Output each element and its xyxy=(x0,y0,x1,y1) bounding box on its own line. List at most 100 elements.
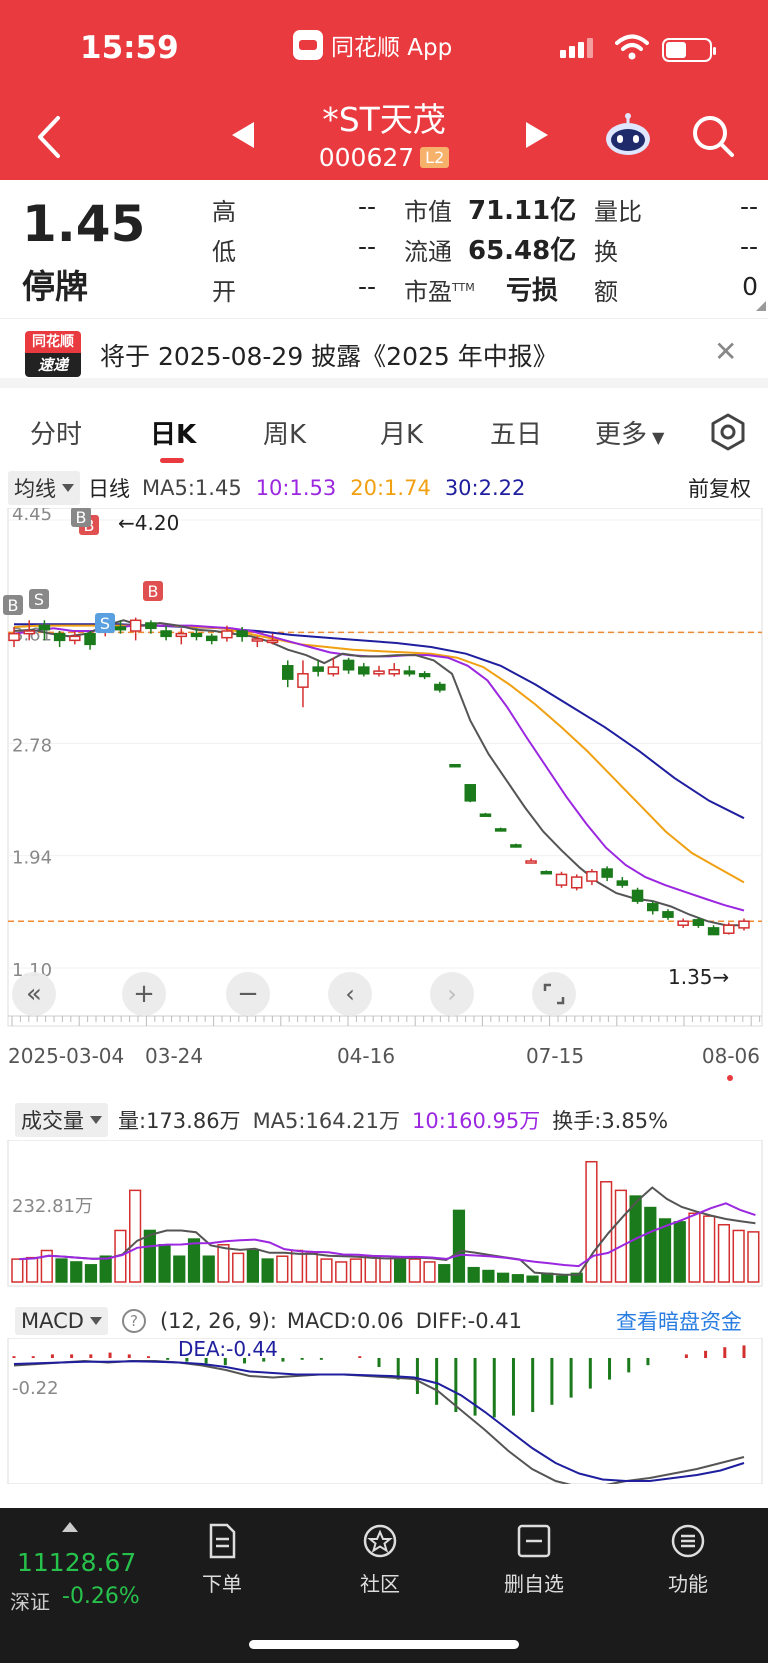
volume-bar xyxy=(732,1229,745,1283)
macd-legend: MACD ? (12, 26, 9): MACD:0.06 DIFF:-0.41… xyxy=(0,1304,768,1338)
macd-params: (12, 26, 9): xyxy=(159,1309,277,1333)
adjust-mode[interactable]: 前复权 xyxy=(688,477,751,501)
volume-bar xyxy=(261,1258,274,1283)
volume-bar xyxy=(84,1264,98,1283)
ma20-line xyxy=(13,624,745,884)
diff-line xyxy=(13,1359,745,1484)
expand-corner-icon[interactable] xyxy=(756,301,766,311)
tab-more[interactable]: 更多 ▼ xyxy=(595,414,664,451)
macd-selector[interactable]: MACD xyxy=(15,1307,108,1335)
y-tick-label: 1.94 xyxy=(12,848,52,869)
volratio-label: 量比 xyxy=(594,198,642,226)
status-time: 15:59 xyxy=(80,30,179,66)
volume-bar xyxy=(246,1249,259,1283)
express-logo-top: 同花顺 xyxy=(25,331,81,353)
period-label: 日线 xyxy=(88,477,130,501)
volume-bar xyxy=(305,1252,318,1283)
app-return-pill[interactable]: 同花顺 App xyxy=(293,28,452,62)
pe-label: 市盈TTM xyxy=(404,272,475,307)
volume-bar xyxy=(99,1255,112,1283)
candle-body xyxy=(403,670,416,675)
volume-bar xyxy=(526,1275,539,1283)
tab-daily-k[interactable]: 日K xyxy=(150,420,197,450)
candle-body xyxy=(236,630,248,638)
trade-marker xyxy=(3,595,23,615)
volume-selector[interactable]: 成交量 xyxy=(15,1103,108,1137)
tab-monthly-k[interactable]: 月K xyxy=(380,420,424,450)
volume-bar xyxy=(570,1272,583,1283)
prev-stock-icon[interactable] xyxy=(228,118,258,152)
fullscreen-icon[interactable] xyxy=(532,972,576,1016)
volume-bar xyxy=(688,1212,701,1283)
nav-order[interactable]: 下单 xyxy=(172,1522,272,1597)
volume-chart[interactable]: 232.81万 xyxy=(0,1140,768,1288)
candle-body xyxy=(114,626,127,631)
candle-body xyxy=(662,911,674,918)
trade-marker xyxy=(95,613,115,633)
open-label: 开 xyxy=(212,278,236,306)
settings-icon[interactable] xyxy=(708,412,748,452)
indicator-selector[interactable]: 均线 xyxy=(8,471,80,505)
candle-body xyxy=(479,813,492,817)
nav-community[interactable]: 社区 xyxy=(330,1522,430,1597)
express-logo-icon: 同花顺 速递 xyxy=(25,331,81,377)
turnover-rate: 换手:3.85% xyxy=(552,1109,669,1133)
tab-five-day[interactable]: 五日 xyxy=(490,420,543,450)
scroll-right-icon[interactable]: › xyxy=(430,972,474,1016)
chevron-down-icon: ▼ xyxy=(647,428,665,447)
volume-bar xyxy=(467,1266,480,1283)
candle-body xyxy=(418,673,431,678)
candle-body xyxy=(692,919,705,926)
wifi-icon xyxy=(615,34,649,60)
robot-assistant-icon[interactable] xyxy=(602,113,654,157)
float-label: 流通 xyxy=(404,238,452,266)
next-stock-icon[interactable] xyxy=(522,118,552,152)
search-icon[interactable] xyxy=(690,113,736,159)
amount-label: 额 xyxy=(594,278,618,306)
y-tick-label: -0.22 xyxy=(12,1378,59,1399)
candle-body xyxy=(510,844,522,848)
back-icon[interactable] xyxy=(30,112,66,162)
volume-ma5: MA5:164.21万 xyxy=(252,1109,400,1133)
candle-body xyxy=(449,763,461,768)
macd-chart[interactable]: -0.22 DEA:-0.44 xyxy=(0,1338,768,1484)
pe-label-text: 市盈 xyxy=(404,278,452,306)
zoom-in-icon[interactable]: + xyxy=(122,972,166,1016)
expand-up-icon[interactable] xyxy=(62,1522,78,1532)
x-tick-label: 08-06 xyxy=(702,1044,760,1068)
level-badge: L2 xyxy=(420,147,450,168)
battery-icon xyxy=(662,38,716,62)
volume-bar xyxy=(187,1238,201,1283)
open-value: -- xyxy=(357,272,376,301)
notice-banner[interactable]: 同花顺 速递 将于 2025-08-29 披露《2025 年中报》 ✕ xyxy=(0,318,768,388)
volume-bar xyxy=(202,1255,215,1283)
candle-body xyxy=(647,903,659,912)
candle-body xyxy=(145,622,157,630)
volume-bar xyxy=(673,1221,686,1283)
kline-chart[interactable]: 4.453.612.781.941.10BBBSSB←4.201.35→2025… xyxy=(0,508,768,1100)
scroll-left-icon[interactable]: ‹ xyxy=(328,972,372,1016)
collapse-icon[interactable]: « xyxy=(12,972,56,1016)
help-icon[interactable]: ? xyxy=(121,1309,146,1333)
trade-marker-label: S xyxy=(100,614,110,633)
caret-down-icon xyxy=(90,1116,102,1124)
close-icon[interactable]: ✕ xyxy=(714,335,738,368)
candle-body xyxy=(373,670,385,675)
candle-body xyxy=(205,635,218,642)
candle-body xyxy=(388,669,400,675)
candle-body xyxy=(555,873,568,886)
zoom-out-icon[interactable]: − xyxy=(226,972,270,1016)
dark-pool-link[interactable]: 查看暗盘资金 xyxy=(616,1310,742,1334)
index-value[interactable]: 11128.67 xyxy=(17,1548,137,1577)
candle-body xyxy=(282,665,294,680)
y-tick-label: 232.81万 xyxy=(12,1196,93,1217)
top-header: 15:59 同花顺 App *ST天茂 000627 L2 xyxy=(0,0,768,180)
tab-weekly-k[interactable]: 周K xyxy=(263,420,307,450)
nav-functions[interactable]: 功能 xyxy=(638,1522,738,1597)
volume-bar xyxy=(408,1258,421,1283)
tab-intraday[interactable]: 分时 xyxy=(30,420,83,450)
candle-body xyxy=(631,889,644,902)
amount-value: 0 xyxy=(742,272,758,301)
tab-more-label: 更多 xyxy=(595,420,648,450)
nav-remove-watchlist[interactable]: 删自选 xyxy=(484,1522,584,1597)
